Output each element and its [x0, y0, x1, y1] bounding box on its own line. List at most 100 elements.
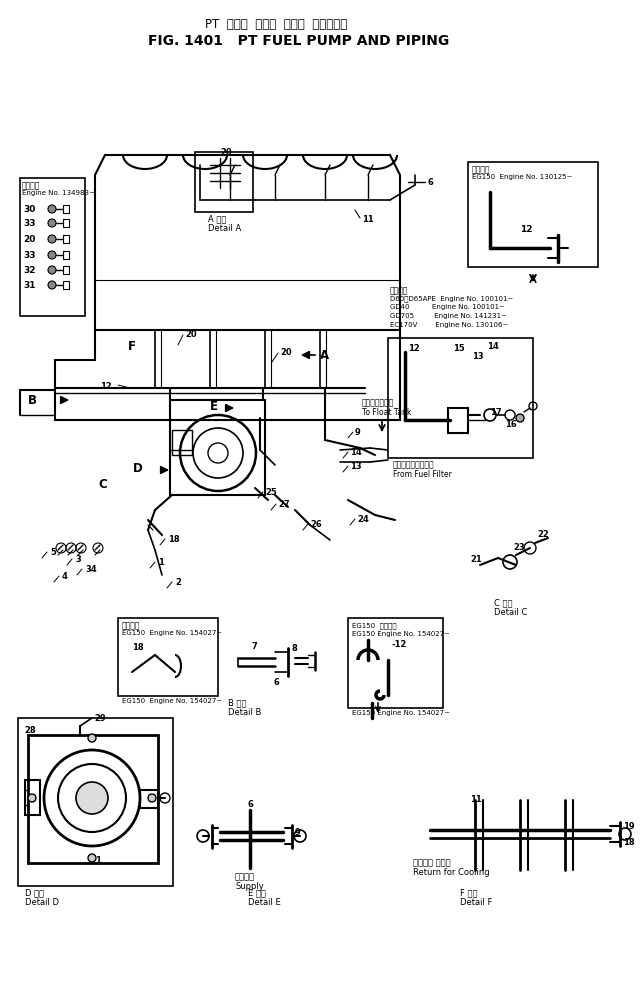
Text: 30: 30 [23, 205, 35, 214]
Circle shape [28, 794, 36, 802]
Text: フロータンクへ: フロータンクへ [362, 398, 394, 407]
Circle shape [88, 734, 96, 742]
Bar [18, 718, 173, 886]
Bar [63, 281, 69, 289]
Text: 11: 11 [470, 795, 482, 804]
Bar [118, 618, 218, 696]
Text: 適用番号: 適用番号 [472, 165, 491, 174]
Bar [448, 408, 468, 433]
Bar [195, 152, 253, 212]
Text: Detail F: Detail F [460, 898, 493, 907]
Text: 27: 27 [278, 500, 289, 509]
Text: Return for Cooling: Return for Cooling [413, 868, 489, 877]
Text: C 詳細: C 詳細 [494, 598, 512, 607]
Text: フェルフィルタから: フェルフィルタから [393, 460, 435, 469]
Bar [25, 780, 40, 815]
Text: 20: 20 [185, 330, 197, 339]
Text: 17: 17 [490, 408, 502, 417]
Text: GD40          Engine No. 100101~: GD40 Engine No. 100101~ [390, 304, 505, 310]
Text: 29: 29 [94, 714, 105, 723]
Text: Detail D: Detail D [25, 898, 59, 907]
Text: 26: 26 [310, 520, 322, 529]
Text: GD705         Engine No. 141231~: GD705 Engine No. 141231~ [390, 313, 507, 319]
Text: 25: 25 [265, 488, 276, 497]
Text: B: B [28, 394, 37, 407]
Text: FIG. 1401   PT FUEL PUMP AND PIPING: FIG. 1401 PT FUEL PUMP AND PIPING [148, 34, 449, 48]
Text: Detail C: Detail C [494, 608, 527, 617]
Text: EG150  Engine No. 154027~: EG150 Engine No. 154027~ [122, 698, 222, 704]
Text: 18: 18 [132, 643, 143, 652]
Text: 6: 6 [427, 178, 433, 187]
Text: EG150  適用番号: EG150 適用番号 [352, 622, 397, 629]
Text: To Float Tank: To Float Tank [362, 408, 412, 417]
Text: F: F [128, 340, 136, 353]
Circle shape [88, 854, 96, 862]
Text: EG150 Engine No. 154027~: EG150 Engine No. 154027~ [352, 710, 450, 716]
Text: 33: 33 [23, 251, 35, 260]
Text: D60・D65APE  Engine No. 100101~: D60・D65APE Engine No. 100101~ [390, 295, 513, 302]
Text: Detail B: Detail B [228, 708, 261, 717]
Text: 23: 23 [513, 543, 525, 552]
Text: 14: 14 [350, 448, 362, 457]
Text: 28: 28 [24, 726, 35, 735]
Bar [140, 790, 158, 808]
Circle shape [76, 782, 108, 814]
Circle shape [48, 219, 56, 227]
Text: 2: 2 [175, 578, 181, 587]
Text: 20: 20 [220, 148, 231, 157]
Text: 適用番号: 適用番号 [122, 621, 141, 630]
Circle shape [148, 794, 156, 802]
Bar [63, 251, 69, 259]
Text: 12: 12 [100, 382, 112, 391]
Text: リターン 冷却用: リターン 冷却用 [413, 858, 451, 867]
Circle shape [48, 235, 56, 243]
Text: 15: 15 [453, 344, 465, 353]
Text: 1: 1 [158, 558, 164, 567]
Text: 9: 9 [295, 828, 301, 837]
Text: D 詳細: D 詳細 [25, 888, 44, 897]
Bar [20, 178, 85, 316]
Text: 12: 12 [408, 344, 420, 353]
Text: 14: 14 [487, 342, 499, 351]
Text: 13: 13 [350, 462, 361, 471]
Text: -12: -12 [392, 640, 408, 649]
Text: 7: 7 [252, 642, 258, 651]
Text: Detail A: Detail A [208, 224, 241, 233]
Circle shape [48, 266, 56, 274]
Bar [468, 162, 598, 267]
Text: From Fuel Filter: From Fuel Filter [393, 470, 452, 479]
Text: 18: 18 [168, 535, 179, 544]
Text: 34: 34 [85, 565, 96, 574]
Text: 32: 32 [23, 266, 35, 275]
Text: 5: 5 [50, 548, 56, 557]
Text: 24: 24 [357, 515, 368, 524]
Text: 4: 4 [62, 572, 68, 581]
Text: 6: 6 [273, 678, 279, 687]
Text: 11: 11 [362, 215, 374, 224]
Text: C: C [98, 478, 107, 491]
Text: B 詳細: B 詳細 [228, 698, 246, 707]
Text: Engine No. 134983~: Engine No. 134983~ [22, 190, 95, 196]
Text: EC170V        Engine No. 130106~: EC170V Engine No. 130106~ [390, 322, 509, 328]
Text: E 詳細: E 詳細 [248, 888, 266, 897]
Bar [172, 430, 192, 455]
Text: 18: 18 [623, 838, 635, 847]
Text: Supply: Supply [235, 882, 264, 891]
Text: 21: 21 [470, 555, 482, 564]
Text: PT  フェル  ポンプ  および  パイピング: PT フェル ポンプ および パイピング [205, 18, 347, 31]
Text: 31: 31 [23, 281, 35, 290]
Text: A 詳細: A 詳細 [208, 214, 226, 223]
Bar [63, 266, 69, 274]
Circle shape [48, 251, 56, 259]
Text: 3: 3 [75, 555, 81, 564]
Text: 19: 19 [623, 822, 635, 831]
Text: 22: 22 [537, 530, 548, 539]
Text: F 詳細: F 詳細 [460, 888, 478, 897]
Text: 9: 9 [355, 428, 361, 437]
Text: 適用番号: 適用番号 [22, 181, 41, 190]
Text: EG150 Engine No. 154027~: EG150 Engine No. 154027~ [352, 631, 450, 637]
Text: EG150  Engine No. 130125~: EG150 Engine No. 130125~ [472, 174, 572, 180]
Text: サプライ: サプライ [235, 872, 255, 881]
Text: A: A [320, 349, 329, 362]
Bar [28, 735, 158, 863]
